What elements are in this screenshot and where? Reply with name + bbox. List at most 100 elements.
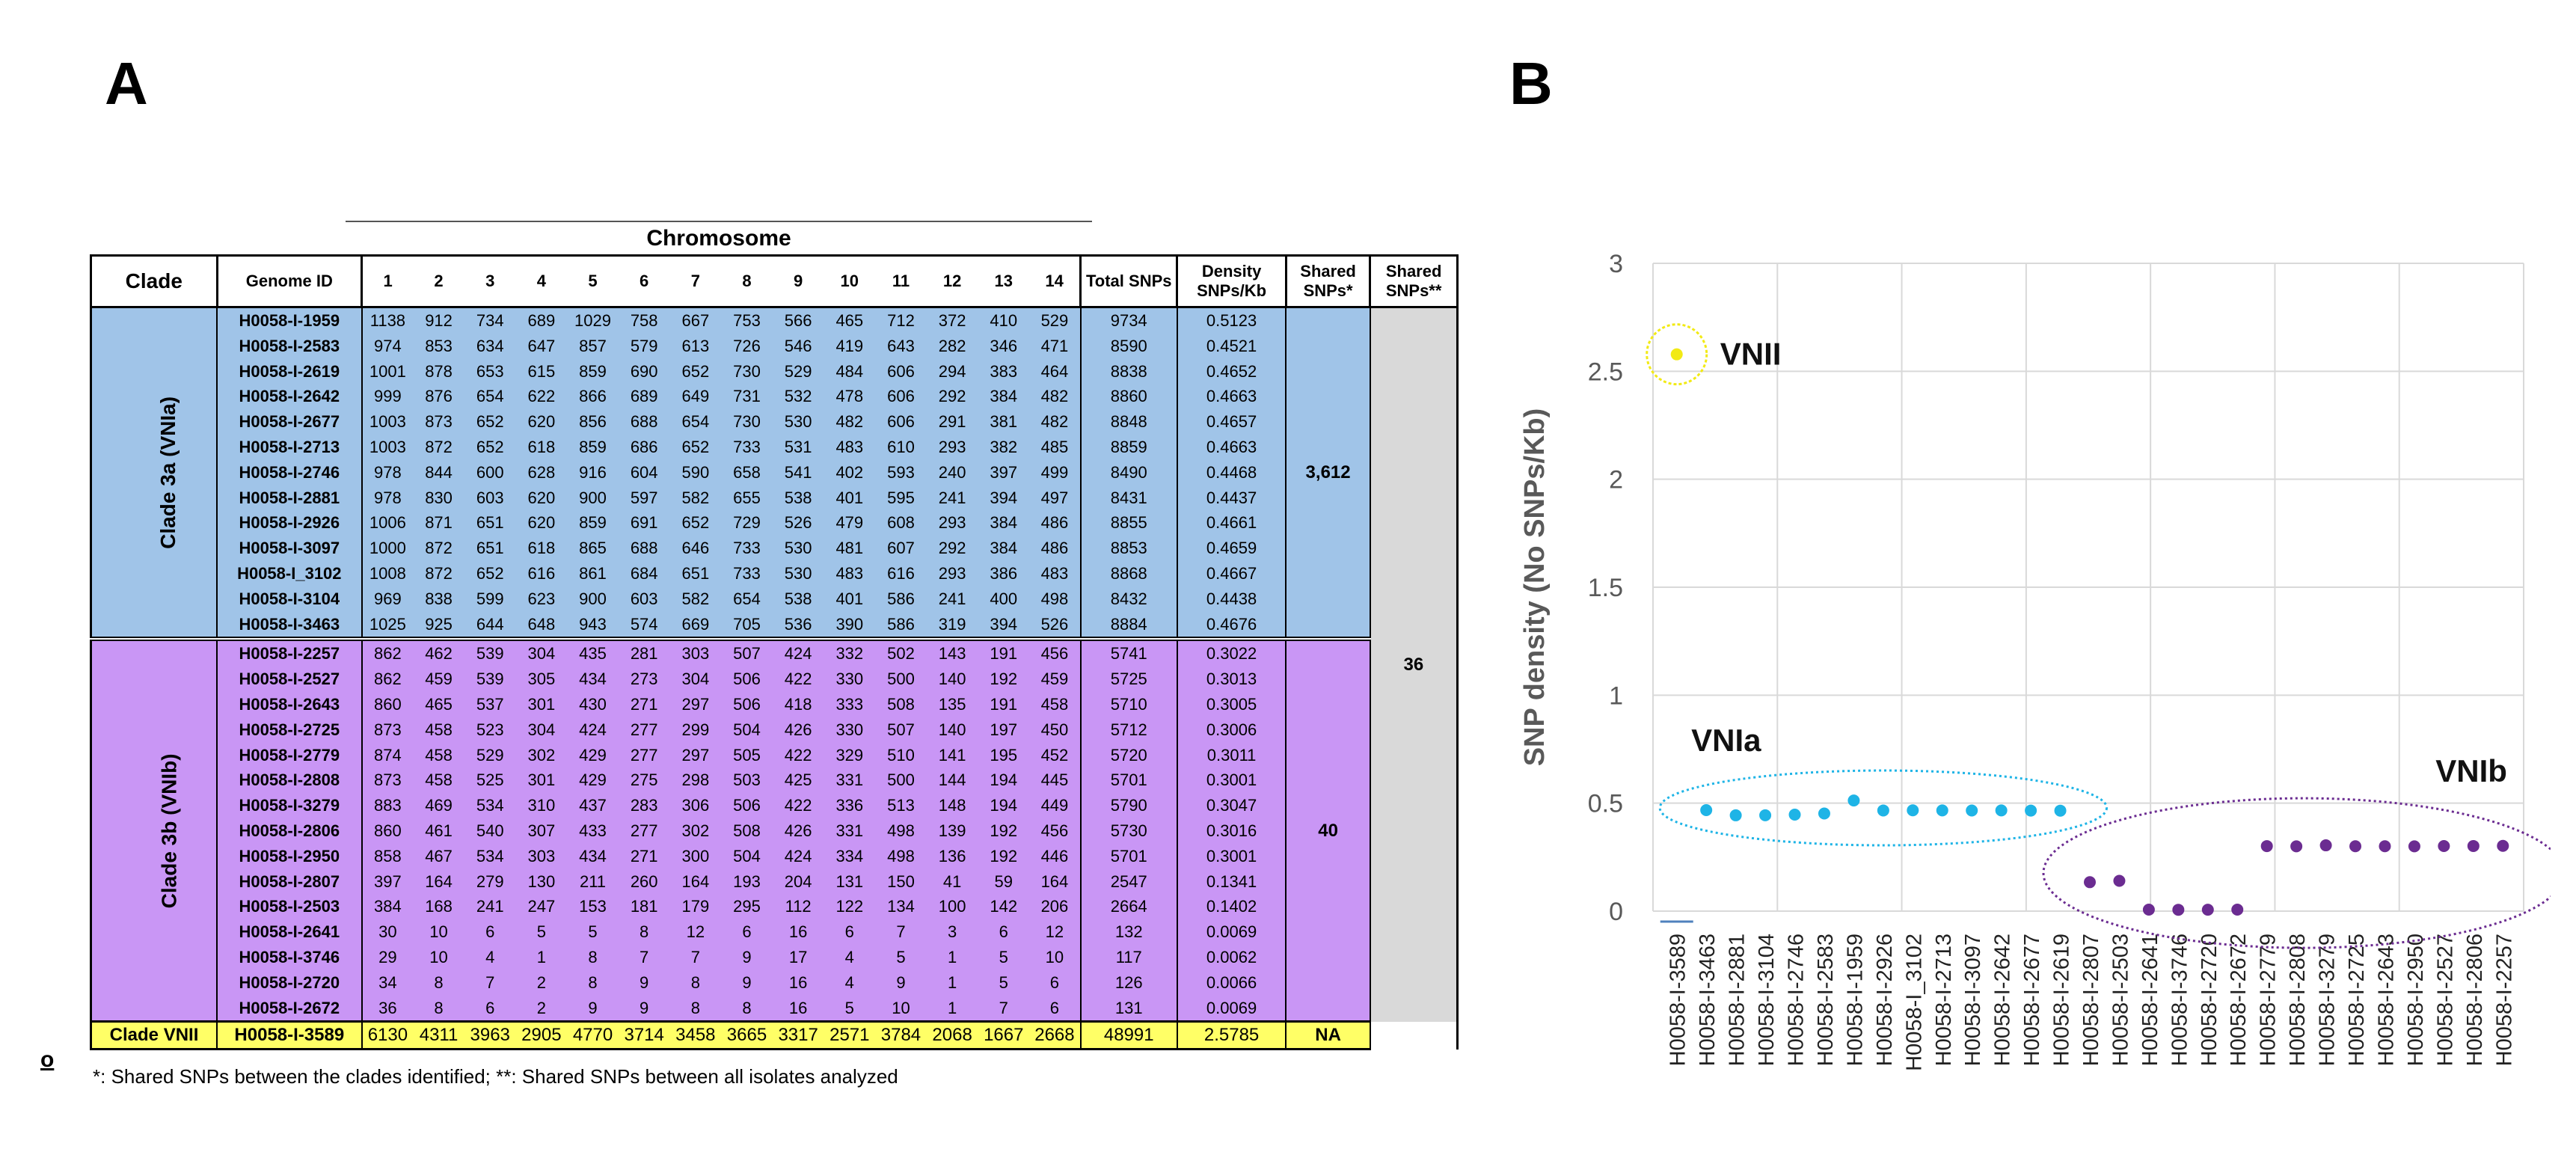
snp-count-cell: 164 — [1029, 868, 1081, 895]
y-tick-label: 1 — [1609, 681, 1623, 710]
panel-b-label: B — [1509, 50, 1553, 117]
snp-count-cell: 7 — [618, 944, 670, 970]
snp-count-cell: 4 — [824, 944, 876, 970]
x-tick-label: H0058-I-1959 — [1843, 934, 1867, 1066]
snp-count-cell: 330 — [824, 717, 876, 743]
genome-id-cell: H0058-I-2720 — [216, 969, 363, 996]
snp-count-cell: 7 — [875, 919, 927, 945]
snp-count-cell: 194 — [978, 793, 1030, 818]
total-snps-cell: 8868 — [1079, 560, 1178, 586]
table-row: H0058-I-2677 1003 873 652 620 856 688 654 730 530… — [91, 409, 1458, 435]
snp-count-cell: 422 — [772, 742, 824, 768]
snp-count-cell: 2068 — [926, 1020, 978, 1051]
header-shared-all-line2: SNPs** — [1385, 281, 1442, 300]
snp-count-cell: 153 — [567, 894, 619, 920]
snp-count-cell: 530 — [772, 409, 824, 435]
snp-count-cell: 130 — [515, 868, 568, 895]
snp-count-cell: 483 — [824, 560, 876, 586]
snp-count-cell: 426 — [772, 818, 824, 844]
snp-count-cell: 865 — [567, 536, 619, 561]
chromosome-divider — [346, 221, 1092, 222]
density-cell: 0.3016 — [1176, 818, 1287, 844]
density-cell: 0.4676 — [1176, 611, 1287, 640]
snp-count-cell: 684 — [618, 560, 670, 586]
snp-count-cell: 654 — [721, 586, 773, 612]
snp-count-cell: 291 — [926, 409, 978, 435]
snp-count-cell: 425 — [772, 767, 824, 794]
snp-count-cell: 872 — [413, 536, 464, 561]
x-tick-label: H0058-I-3589 — [1666, 934, 1690, 1066]
snp-count-cell: 430 — [567, 691, 619, 717]
snp-count-cell: 2 — [515, 969, 568, 996]
genome-id-cell: H0058-I-2807 — [216, 868, 363, 895]
snp-count-cell: 654 — [669, 409, 722, 435]
snp-count-cell: 523 — [464, 717, 516, 743]
snp-count-cell: 100 — [926, 894, 978, 920]
snp-count-cell: 241 — [926, 586, 978, 612]
snp-count-cell: 730 — [721, 358, 773, 384]
snp-count-cell: 437 — [567, 793, 619, 818]
header-shared-clade: Shared SNPs* — [1284, 254, 1372, 308]
snp-count-cell: 240 — [926, 459, 978, 485]
snp-count-cell: 529 — [772, 358, 824, 384]
snp-count-cell: 3665 — [721, 1020, 773, 1051]
x-tick-label: H0058-I-3746 — [2168, 934, 2192, 1066]
snp-count-cell: 507 — [875, 717, 927, 743]
genome-id-cell: H0058-I-2583 — [216, 333, 363, 359]
total-snps-cell: 5741 — [1079, 637, 1178, 667]
x-tick-label: H0058-I-2808 — [2286, 934, 2310, 1066]
snp-count-cell: 386 — [978, 560, 1030, 586]
snp-count-cell: 197 — [978, 717, 1030, 743]
snp-count-cell: 292 — [926, 536, 978, 561]
snp-count-cell: 372 — [926, 307, 978, 334]
density-cell: 0.3022 — [1176, 637, 1287, 667]
snp-count-cell: 418 — [772, 691, 824, 717]
genome-id-cell: H0058-I-3097 — [216, 536, 363, 561]
snp-count-cell: 462 — [413, 637, 464, 667]
snp-count-cell: 211 — [567, 868, 619, 895]
genome-id-cell: H0058-I-2641 — [216, 919, 363, 945]
total-snps-cell: 8859 — [1079, 434, 1178, 460]
snp-count-cell: 652 — [669, 510, 722, 536]
snp-count-cell: 5 — [824, 995, 876, 1022]
snp-count-cell: 974 — [361, 333, 414, 359]
total-snps-cell: 5790 — [1079, 793, 1178, 818]
header-chromosome: 13 — [978, 254, 1030, 308]
snp-count-cell: 5 — [567, 919, 619, 945]
snp-count-cell: 279 — [464, 868, 516, 895]
snp-count-cell: 861 — [567, 560, 619, 586]
snp-count-cell: 504 — [721, 717, 773, 743]
snp-count-cell: 241 — [464, 894, 516, 920]
snp-count-cell: 136 — [926, 843, 978, 869]
snp-count-cell: 467 — [413, 843, 464, 869]
snp-count-cell: 513 — [875, 793, 927, 818]
snp-count-cell: 8 — [413, 969, 464, 996]
snp-count-cell: 606 — [875, 409, 927, 435]
snp-count-cell: 1667 — [978, 1020, 1030, 1051]
snp-count-cell: 458 — [1029, 691, 1081, 717]
genome-id-cell: H0058-I-2677 — [216, 409, 363, 435]
snp-count-cell: 616 — [875, 560, 927, 586]
genome-id-cell: H0058-I-3589 — [216, 1020, 363, 1051]
y-tick-label: 0.5 — [1588, 790, 1623, 818]
snp-count-cell: 862 — [361, 667, 414, 692]
snp-count-cell: 7 — [464, 969, 516, 996]
snp-count-cell: 667 — [669, 307, 722, 334]
snp-count-cell: 628 — [515, 459, 568, 485]
snp-count-cell: 613 — [669, 333, 722, 359]
snp-count-cell: 508 — [721, 818, 773, 844]
snp-count-cell: 273 — [618, 667, 670, 692]
snp-count-cell: 464 — [1029, 358, 1081, 384]
snp-count-cell: 597 — [618, 485, 670, 511]
snp-count-cell: 482 — [824, 409, 876, 435]
snp-count-cell: 546 — [772, 333, 824, 359]
density-cell: 0.0066 — [1176, 969, 1287, 996]
data-point — [2497, 839, 2509, 852]
snp-count-cell: 346 — [978, 333, 1030, 359]
data-point — [2142, 904, 2155, 916]
snp-count-cell: 131 — [824, 868, 876, 895]
genome-id-cell: H0058-I_3102 — [216, 560, 363, 586]
snp-count-cell: 481 — [824, 536, 876, 561]
snp-count-cell: 689 — [618, 384, 670, 410]
data-point — [2260, 840, 2273, 853]
